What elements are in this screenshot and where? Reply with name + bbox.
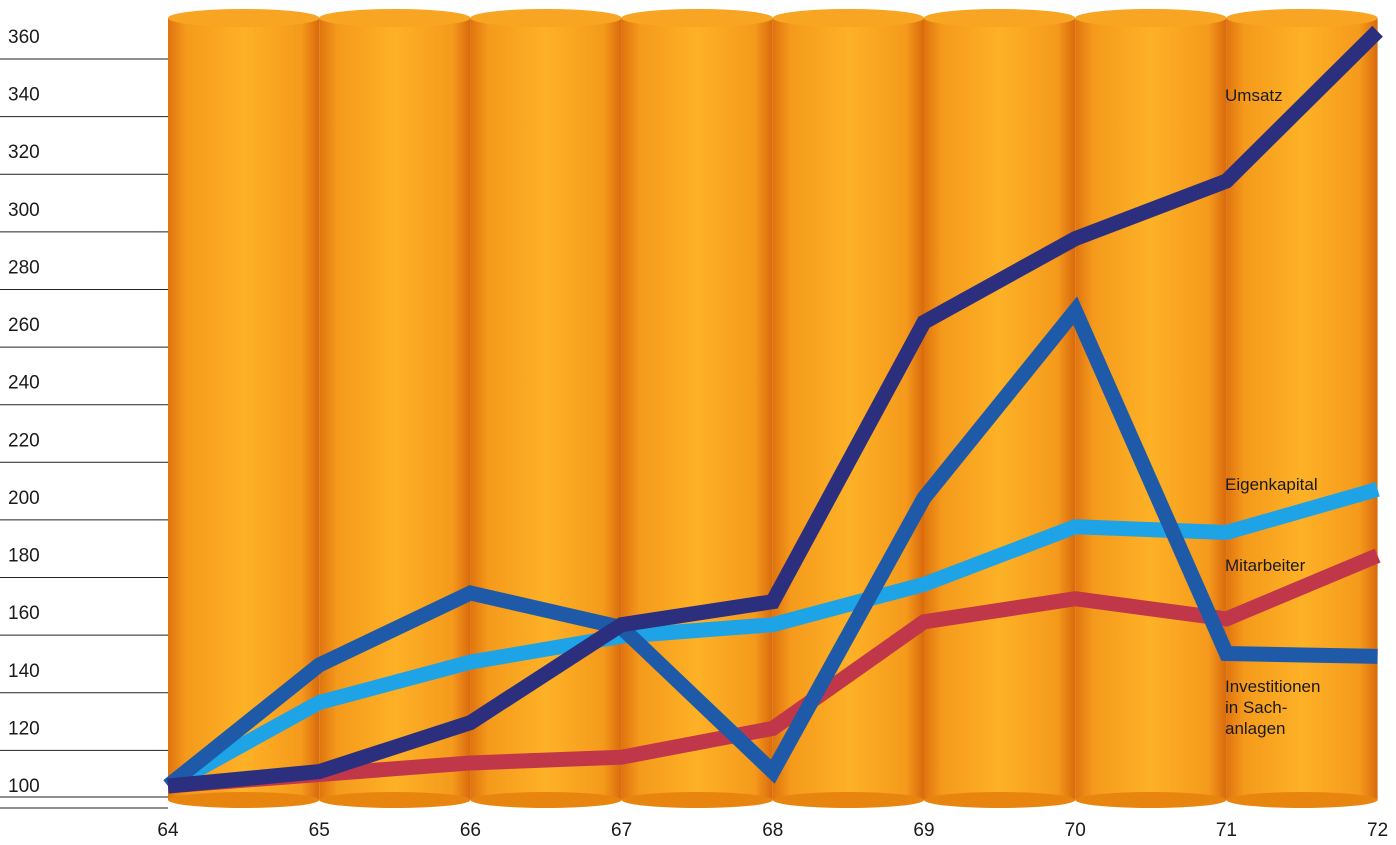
series-line-investitionen xyxy=(163,296,1378,792)
x-tick-label: 68 xyxy=(762,820,783,841)
y-tick-label: 220 xyxy=(8,430,40,451)
series-label-eigenkapital: Eigenkapital xyxy=(1225,475,1318,494)
x-tick-label: 66 xyxy=(460,820,481,841)
cylinder xyxy=(621,9,773,808)
y-tick-label: 340 xyxy=(8,85,40,106)
series-labels: Mitarbeiter Eigenkapital Investitionen in S… xyxy=(1225,86,1320,738)
x-tick-label: 70 xyxy=(1065,820,1086,841)
cylinder xyxy=(470,9,622,808)
x-tick-label: 71 xyxy=(1216,820,1237,841)
y-tick-label: 300 xyxy=(8,200,40,221)
series-label-umsatz: Umsatz xyxy=(1225,86,1283,105)
series-line-mitarbeiter xyxy=(167,548,1381,794)
y-tick-label: 360 xyxy=(8,27,40,48)
y-tick-label: 280 xyxy=(8,257,40,278)
series-label-mitarbeiter: Mitarbeiter xyxy=(1225,556,1306,575)
y-tick-label: 120 xyxy=(8,718,40,739)
x-tick-label: 65 xyxy=(309,820,330,841)
x-tick-label: 64 xyxy=(157,820,179,841)
cylinder-background xyxy=(168,9,1378,808)
x-tick-label: 67 xyxy=(611,820,632,841)
y-tick-label: 260 xyxy=(8,315,40,336)
x-tick-label: 72 xyxy=(1367,820,1388,841)
y-tick-label: 160 xyxy=(8,603,40,624)
series-line-umsatz xyxy=(167,25,1383,794)
y-tick-label: 200 xyxy=(8,488,40,509)
cylinder xyxy=(1075,9,1227,808)
cylinder xyxy=(168,9,320,808)
x-axis: 64 65 66 67 68 69 70 71 72 xyxy=(157,820,1388,841)
x-tick-label: 69 xyxy=(913,820,934,841)
series-lines xyxy=(163,25,1383,794)
y-tick-label: 180 xyxy=(8,546,40,567)
cylinder xyxy=(772,9,925,808)
y-axis: 100 120 140 160 180 200 220 240 260 280 300 320 340 3… xyxy=(0,27,168,809)
y-tick-label: 320 xyxy=(8,142,40,163)
y-tick-label: 240 xyxy=(8,373,40,394)
y-tick-label: 140 xyxy=(8,661,40,682)
y-tick-label: 100 xyxy=(8,776,40,797)
series-label-investitionen: Investitionen in Sach-anlagen xyxy=(1225,677,1320,738)
